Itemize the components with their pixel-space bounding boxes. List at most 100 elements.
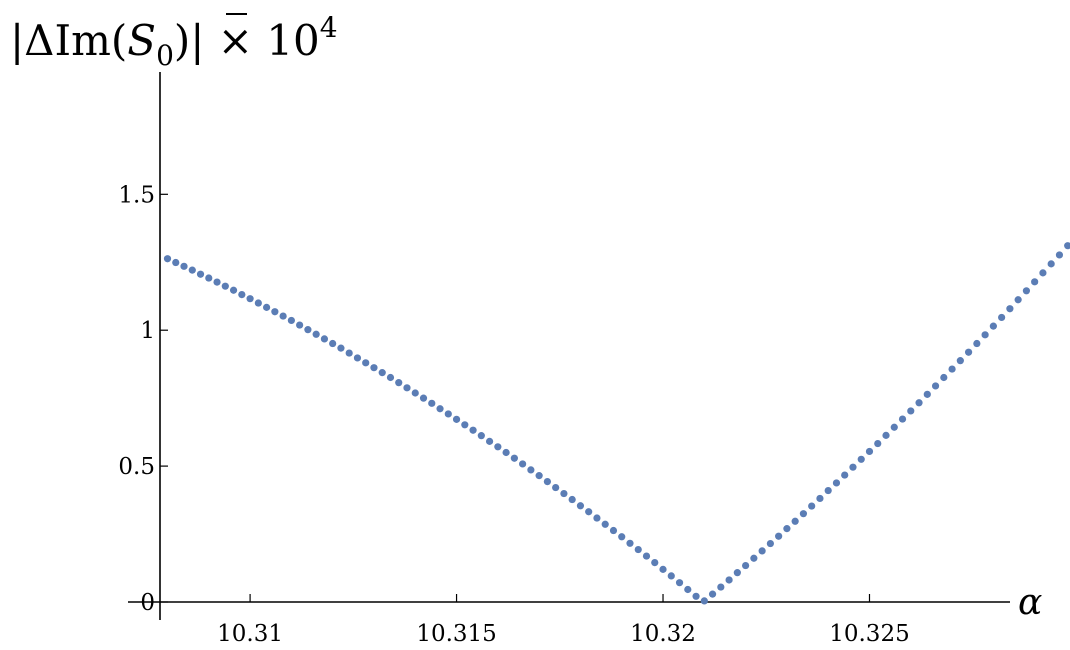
data-point: [626, 539, 634, 547]
data-point: [196, 270, 205, 278]
data-point: [791, 517, 799, 525]
data-point: [560, 489, 568, 498]
data-point: [585, 508, 593, 516]
data-point: [865, 447, 874, 456]
data-point: [890, 423, 898, 431]
data-point: [263, 303, 271, 311]
data-point: [593, 514, 601, 522]
data-point: [1055, 251, 1064, 259]
data-point: [882, 431, 890, 439]
data-point: [857, 455, 865, 463]
data-point: [386, 373, 395, 382]
data-point: [651, 558, 659, 567]
data-point: [452, 415, 461, 423]
data-point: [1064, 242, 1070, 250]
data-point: [469, 426, 477, 434]
data-point: [279, 312, 287, 320]
data-point: [766, 539, 774, 548]
data-point: [188, 266, 196, 274]
data-point: [353, 354, 362, 362]
data-point: [229, 286, 238, 294]
data-point: [849, 463, 857, 471]
data-point: [750, 554, 758, 562]
data-point: [742, 561, 750, 570]
data-point: [576, 502, 585, 510]
ticks: 10.31 10.315 10.32 10.325 0 0.5 1 1.5: [118, 182, 909, 647]
data-point: [948, 365, 956, 373]
data-point: [618, 533, 626, 541]
data-point: [527, 466, 535, 474]
data-point: [163, 255, 172, 263]
data-point: [634, 545, 642, 554]
x-tick-label: 10.325: [829, 621, 909, 647]
data-point: [1006, 305, 1014, 313]
data-point: [485, 437, 494, 445]
data-points: [163, 242, 1070, 605]
data-point: [254, 299, 262, 307]
data-point: [246, 295, 254, 303]
data-point: [708, 590, 717, 598]
data-point: [312, 330, 320, 338]
data-point: [1022, 287, 1031, 295]
data-point: [642, 552, 651, 560]
data-point: [799, 510, 808, 518]
data-point: [940, 373, 948, 382]
data-point: [287, 316, 295, 325]
data-point: [733, 569, 741, 577]
data-point: [180, 262, 188, 270]
data-point: [915, 399, 923, 407]
data-point: [956, 357, 964, 365]
data-point: [419, 394, 428, 402]
data-point: [758, 547, 766, 555]
data-point: [221, 282, 229, 290]
data-point: [329, 339, 337, 348]
data-point: [923, 390, 931, 398]
data-point: [205, 274, 213, 282]
data-point: [1031, 278, 1039, 286]
data-point: [1039, 269, 1047, 277]
y-tick-label: 0: [140, 590, 155, 616]
data-point: [519, 460, 527, 468]
data-point: [172, 258, 180, 267]
data-point: [378, 369, 386, 377]
data-point: [494, 443, 502, 451]
data-point: [898, 415, 907, 423]
data-point: [816, 494, 824, 503]
y-tick-label: 1: [140, 318, 155, 344]
data-point: [403, 384, 411, 392]
data-point: [783, 525, 791, 533]
data-point: [552, 483, 560, 492]
data-point: [411, 389, 419, 397]
data-point: [461, 421, 469, 429]
data-point: [667, 572, 675, 580]
data-point: [717, 583, 725, 591]
y-tick-label: 1.5: [118, 182, 155, 208]
data-point: [775, 532, 783, 540]
data-point: [841, 471, 849, 479]
data-point: [700, 597, 708, 605]
data-point: [362, 359, 370, 367]
data-point: [973, 339, 981, 348]
data-point: [337, 344, 345, 352]
x-tick-label: 10.32: [630, 621, 696, 647]
data-point: [609, 526, 618, 535]
data-point: [213, 278, 221, 286]
data-point: [502, 448, 510, 457]
data-point: [692, 592, 700, 600]
data-point: [304, 326, 312, 334]
data-point: [444, 410, 452, 418]
data-point: [808, 502, 816, 510]
data-point: [981, 331, 989, 339]
y-axis-title: |ΔIm(S0)| × 104: [10, 11, 338, 72]
data-point: [1014, 296, 1022, 304]
data-point: [725, 576, 733, 584]
x-axis-title: α: [1018, 582, 1042, 623]
data-point: [543, 477, 552, 486]
data-point: [989, 322, 997, 330]
data-point: [964, 348, 973, 356]
data-point: [510, 454, 518, 462]
data-point: [370, 364, 378, 372]
data-point: [824, 486, 832, 495]
data-point: [874, 439, 882, 448]
